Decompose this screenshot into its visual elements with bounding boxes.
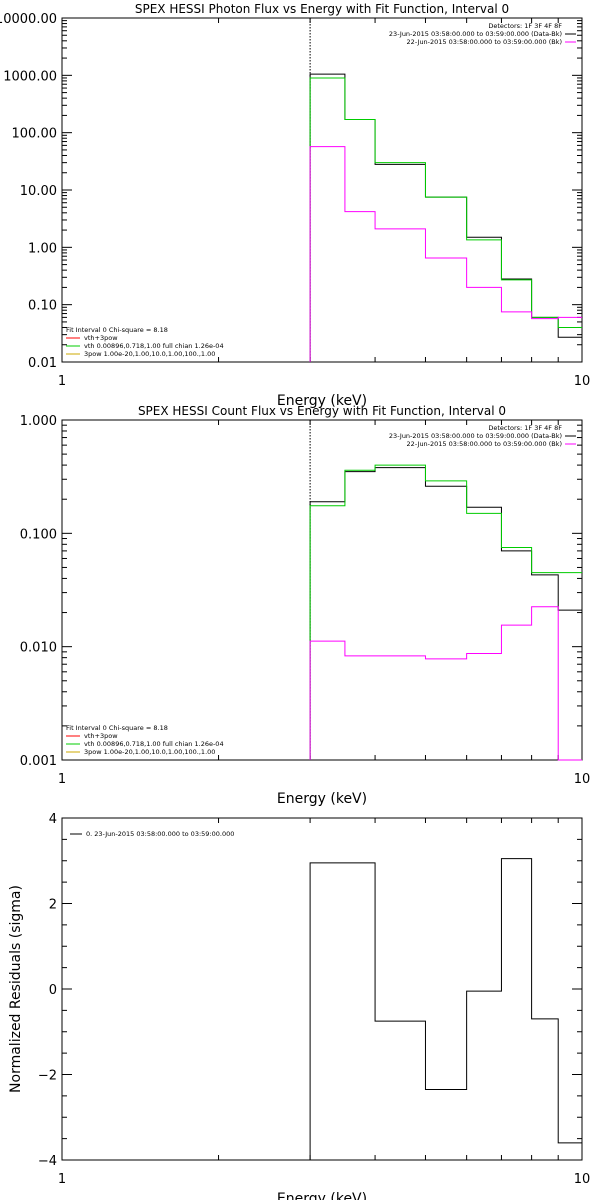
x-tick-label: 10 — [574, 374, 591, 389]
y-tick-label: 1.000 — [20, 414, 57, 429]
y-tick-label: 0.001 — [20, 754, 57, 769]
series-line-3 — [309, 146, 582, 362]
legend-entry: Detectors: 1F 3F 4F 8F — [488, 424, 562, 432]
chart-panel-1: SPEX HESSI Photon Flux vs Energy with Fi… — [0, 2, 590, 409]
x-axis-label: Energy (keV) — [277, 791, 367, 807]
series-line-3 — [309, 606, 582, 761]
legend-entry: vth 0.00896,0.718,1.00 full chian 1.26e-… — [84, 740, 224, 748]
x-axis-label: Energy (keV) — [277, 393, 367, 409]
legend-entry: 0. 23-Jun-2015 03:58:00.000 to 03:59:00.… — [86, 830, 234, 838]
x-axis: 1 10 — [58, 818, 590, 1187]
y-tick-label: 100.00 — [12, 127, 58, 142]
chart-panel-2: SPEX HESSI Count Flux vs Energy with Fit… — [20, 404, 590, 807]
series-line-2 — [309, 77, 582, 362]
y-axis: −4 −2 0 2 4 — [38, 812, 582, 1169]
x-tick-label: 1 — [58, 772, 66, 787]
y-tick-label: 0 — [49, 983, 57, 998]
x-tick-label: 10 — [574, 772, 591, 787]
series-line-1 — [309, 467, 582, 760]
y-tick-label: 4 — [49, 812, 57, 827]
legend-entry: vth+3pow — [84, 732, 118, 740]
legend-entry: vth 0.00896,0.718,1.00 full chian 1.26e-… — [84, 342, 224, 350]
x-tick-label: 10 — [574, 1172, 591, 1187]
y-tick-label: −2 — [38, 1069, 57, 1084]
x-axis-label: Energy (keV) — [277, 1191, 367, 1200]
y-tick-label: 0.100 — [20, 527, 57, 542]
x-axis: 1 10 — [58, 420, 590, 787]
legend-entry: 3pow 1.00e-20,1.00,10.0,1.00,100.,1.00 — [84, 748, 215, 756]
x-tick-label: 1 — [58, 1172, 66, 1187]
y-tick-label: 1000.00 — [3, 69, 57, 84]
legend-entry: 22-Jun-2015 03:58:00.000 to 03:59:00.000… — [407, 38, 562, 46]
y-tick-label: 10000.00 — [0, 12, 57, 27]
chart-title: SPEX HESSI Count Flux vs Energy with Fit… — [138, 404, 506, 418]
y-axis: 0.01 0.10 1.00 10.00 100.00 1000.00 10000.00 — [0, 12, 582, 371]
y-tick-label: 0.01 — [28, 356, 57, 371]
legend-entry: vth+3pow — [84, 334, 118, 342]
y-axis-label: Normalized Residuals (sigma) — [8, 885, 24, 1093]
legend-entry: 23-Jun-2015 03:58:00.000 to 03:59:00.000… — [389, 432, 562, 440]
y-tick-label: −4 — [38, 1154, 57, 1169]
series-line-1 — [309, 858, 582, 1160]
plot-frame — [61, 419, 583, 761]
legend-entry: 23-Jun-2015 03:58:00.000 to 03:59:00.000… — [389, 30, 562, 38]
legend-entry: Detectors: 1F 3F 4F 8F — [488, 22, 562, 30]
x-axis: 1 10 — [58, 18, 590, 389]
legend-entry: 3pow 1.00e-20,1.00,10.0,1.00,100.,1.00 — [84, 350, 215, 358]
series-line-2 — [309, 464, 582, 760]
legend-entry: Fit Interval 0 Chi-square = 8.18 — [66, 326, 168, 334]
legend-top: 0. 23-Jun-2015 03:58:00.000 to 03:59:00.… — [70, 830, 234, 838]
legend-entry: 22-Jun-2015 03:58:00.000 to 03:59:00.000… — [407, 440, 562, 448]
chart-panel-3: Energy (keV) Normalized Residuals (sigma)… — [8, 812, 590, 1204]
legend-bottom: Fit Interval 0 Chi-square = 8.18vth+3pow… — [66, 724, 224, 756]
chart-title: SPEX HESSI Photon Flux vs Energy with Fi… — [135, 2, 509, 16]
x-tick-label: 1 — [58, 374, 66, 389]
y-axis: 0.001 0.010 0.100 1.000 — [20, 414, 582, 769]
plot-frame — [61, 817, 583, 1161]
y-tick-label: 10.00 — [20, 184, 57, 199]
legend-entry: Fit Interval 0 Chi-square = 8.18 — [66, 724, 168, 732]
plot-frame — [61, 17, 583, 363]
y-tick-label: 0.010 — [20, 641, 57, 656]
y-tick-label: 2 — [49, 898, 57, 913]
legend-bottom: Fit Interval 0 Chi-square = 8.18vth+3pow… — [66, 326, 224, 358]
y-tick-label: 1.00 — [28, 241, 57, 256]
y-tick-label: 0.10 — [28, 299, 57, 314]
